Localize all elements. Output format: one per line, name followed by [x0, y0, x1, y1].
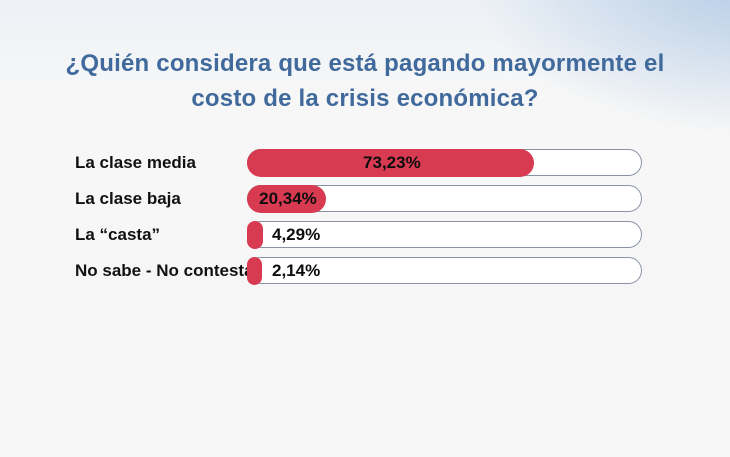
category-label: No sabe - No contesta: [75, 260, 254, 280]
bar-fill: [246, 148, 535, 177]
category-label: La “casta”: [75, 224, 161, 244]
bar-chart: La clase media 73,23% La clase baja 20,3…: [0, 148, 730, 285]
value-label: 73,23%: [363, 152, 421, 172]
category-label: La clase baja: [75, 188, 181, 208]
bar-track: 2,14%: [246, 256, 642, 285]
bar-row: No sabe - No contesta 2,14%: [75, 256, 730, 285]
bar-track: 20,34%: [246, 184, 642, 213]
bar-row: La “casta” 4,29%: [75, 220, 730, 249]
value-label: 2,14%: [272, 260, 321, 280]
bar-row: La clase media 73,23%: [75, 148, 730, 177]
poll-chart-card: ¿Quién considera que está pagando mayorm…: [0, 46, 730, 457]
chart-title: ¿Quién considera que está pagando mayorm…: [65, 50, 665, 112]
bar-track: 73,23%: [246, 148, 642, 177]
category-label: La clase media: [75, 152, 196, 172]
bar-fill: [246, 220, 264, 249]
bar-track: 4,29%: [246, 220, 642, 249]
value-label: 4,29%: [272, 224, 321, 244]
bar-fill: [246, 184, 327, 213]
bar-fill: [246, 256, 262, 285]
value-label: 20,34%: [259, 188, 317, 208]
bar-row: La clase baja 20,34%: [75, 184, 730, 213]
